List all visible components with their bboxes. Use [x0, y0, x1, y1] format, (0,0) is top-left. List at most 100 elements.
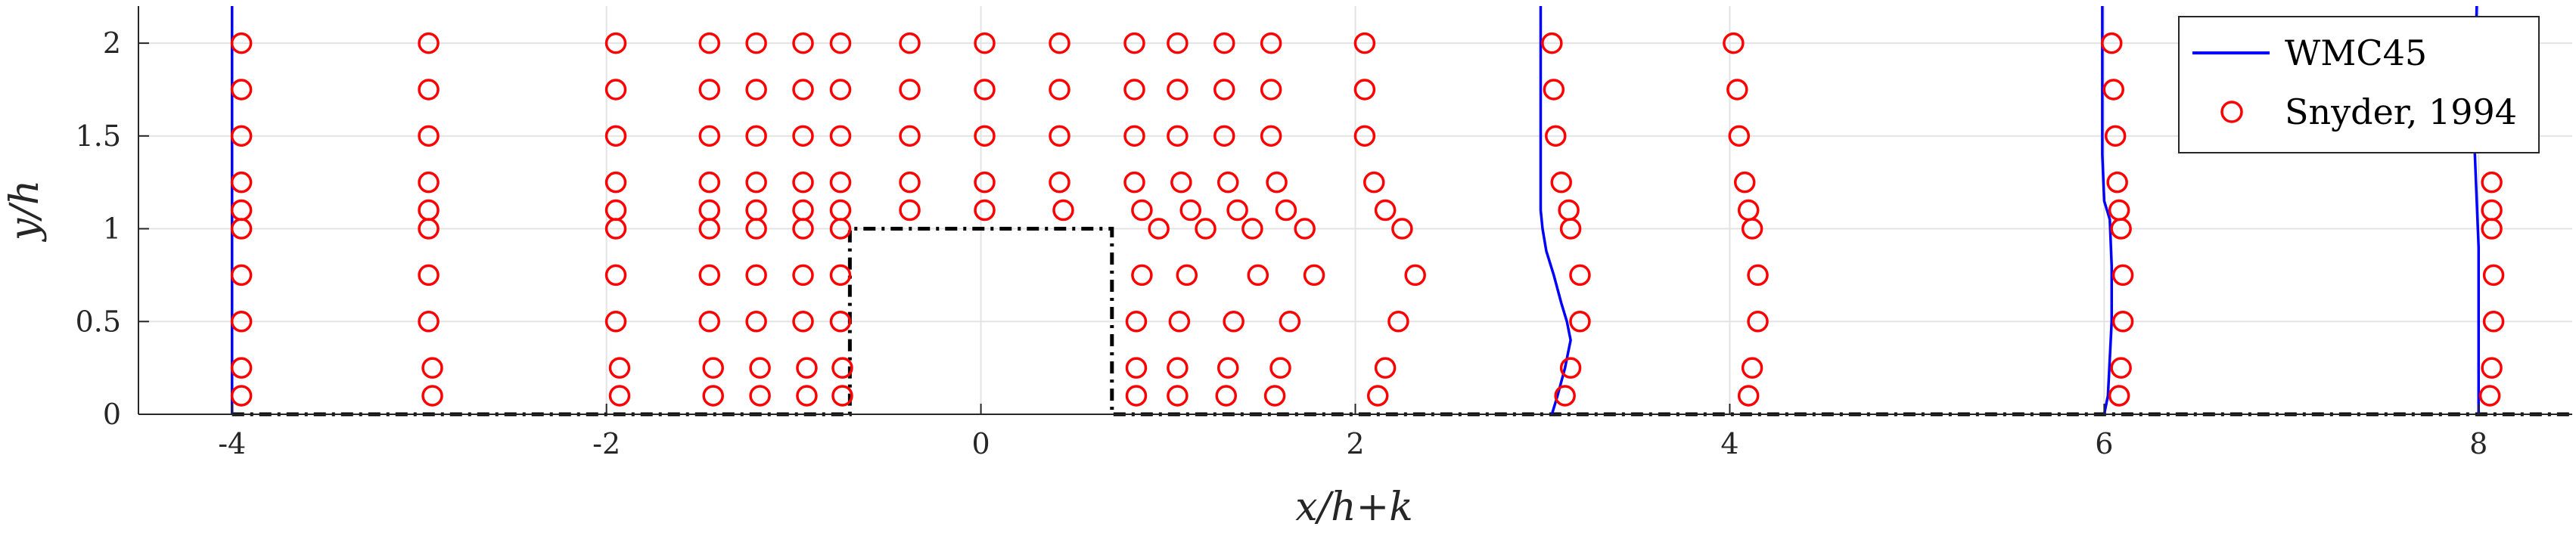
snyder-data-point: [829, 171, 852, 194]
snyder-data-point: [974, 171, 996, 194]
snyder-data-point: [899, 32, 921, 54]
snyder-data-point: [1260, 32, 1282, 54]
snyder-data-point: [745, 79, 767, 101]
snyder-data-point: [604, 32, 627, 54]
snyder-data-point: [1213, 79, 1235, 101]
snyder-data-point: [230, 171, 253, 194]
y-tick-label: 1: [103, 212, 121, 246]
snyder-data-point: [974, 79, 996, 101]
snyder-data-point: [1176, 264, 1198, 287]
y-tick-label: 0: [103, 398, 121, 431]
snyder-data-point: [418, 32, 440, 54]
snyder-data-point: [1215, 385, 1238, 407]
snyder-data-point: [1374, 357, 1397, 379]
snyder-data-point: [230, 125, 253, 147]
snyder-data-point: [829, 264, 852, 287]
snyder-data-point: [1170, 171, 1192, 194]
snyder-data-point: [1195, 218, 1217, 240]
snyder-data-point: [2108, 385, 2130, 407]
y-tick-label: 2: [103, 26, 121, 60]
snyder-data-point: [1569, 264, 1591, 287]
snyder-data-point: [1123, 125, 1145, 147]
snyder-data-point: [2482, 264, 2505, 287]
snyder-data-point: [1554, 385, 1576, 407]
snyder-data-point: [604, 264, 627, 287]
snyder-data-point: [1387, 311, 1409, 333]
axes: [138, 6, 2572, 415]
snyder-data-point: [1747, 311, 1769, 333]
snyder-data-point: [2106, 171, 2128, 194]
snyder-data-point: [1741, 218, 1763, 240]
snyder-data-point: [1167, 385, 1189, 407]
x-tick-label: 0: [971, 427, 990, 460]
snyder-data-point: [831, 385, 853, 407]
snyder-data-point: [745, 311, 767, 333]
snyder-data-point: [1275, 199, 1297, 222]
geometry-outline: [231, 227, 2572, 417]
snyder-data-point: [698, 32, 721, 54]
snyder-data-point: [899, 171, 921, 194]
snyder-data-point: [608, 385, 631, 407]
x-tick-label: 4: [1720, 427, 1739, 460]
snyder-data-point: [1213, 125, 1235, 147]
snyder-data-point: [604, 311, 627, 333]
snyder-data-point: [1049, 79, 1070, 101]
snyder-data-point: [2110, 357, 2132, 379]
snyder-data-point: [1374, 199, 1397, 222]
snyder-data-point: [796, 357, 818, 379]
snyder-data-point: [698, 311, 721, 333]
snyder-data-point: [1733, 171, 1756, 194]
snyder-data-point: [2478, 385, 2501, 407]
snyder-data-point: [698, 218, 721, 240]
snyder-data-point: [1125, 311, 1148, 333]
wmc45-profile-line: [2101, 6, 2113, 415]
snyder-data-point: [2482, 311, 2505, 333]
snyder-data-point: [230, 218, 253, 240]
snyder-data-point: [230, 385, 253, 407]
snyder-data-point: [698, 171, 721, 194]
snyder-data-point: [702, 385, 724, 407]
snyder-data-point: [1148, 218, 1170, 240]
snyder-data-point: [829, 79, 852, 101]
snyder-data-point: [604, 218, 627, 240]
wmc45-profile-line: [1539, 6, 1572, 415]
snyder-data-point: [974, 125, 996, 147]
snyder-data-point: [418, 311, 440, 333]
snyder-data-point: [1241, 218, 1263, 240]
x-axis-label: x/h+k: [1295, 485, 1412, 530]
snyder-data-point: [1728, 125, 1751, 147]
x-tick-label: 8: [2469, 427, 2487, 460]
snyder-data-point: [1269, 357, 1291, 379]
snyder-data-point: [792, 218, 814, 240]
snyder-data-point: [745, 264, 767, 287]
snyder-data-point: [1223, 311, 1244, 333]
snyder-data-point: [1723, 32, 1745, 54]
snyder-data-point: [418, 264, 440, 287]
snyder-data-point: [829, 311, 852, 333]
legend: WMC45 Snyder, 1994: [2178, 16, 2540, 153]
snyder-data-point: [1266, 171, 1288, 194]
snyder-data-point: [829, 32, 852, 54]
snyder-data-point: [1131, 264, 1153, 287]
snyder-data-point: [792, 32, 814, 54]
snyder-data-point: [1123, 171, 1145, 194]
snyder-data-point: [1279, 311, 1301, 333]
snyder-data-point: [230, 357, 253, 379]
snyder-data-point: [1353, 79, 1376, 101]
snyder-data-point: [1366, 385, 1389, 407]
snyder-data-point: [1391, 218, 1413, 240]
snyder-data-point: [1263, 385, 1286, 407]
snyder-data-point: [1049, 125, 1070, 147]
snyder-data-point: [698, 79, 721, 101]
snyder-data-point: [2111, 264, 2134, 287]
snyder-data-point: [698, 264, 721, 287]
snyder-data-point: [421, 357, 443, 379]
snyder-data-point: [604, 125, 627, 147]
snyder-data-point: [745, 32, 767, 54]
snyder-data-point: [1167, 32, 1189, 54]
snyder-data-point: [608, 357, 631, 379]
snyder-data-point: [974, 199, 996, 222]
snyder-data-point: [418, 171, 440, 194]
snyder-data-point: [1353, 32, 1376, 54]
